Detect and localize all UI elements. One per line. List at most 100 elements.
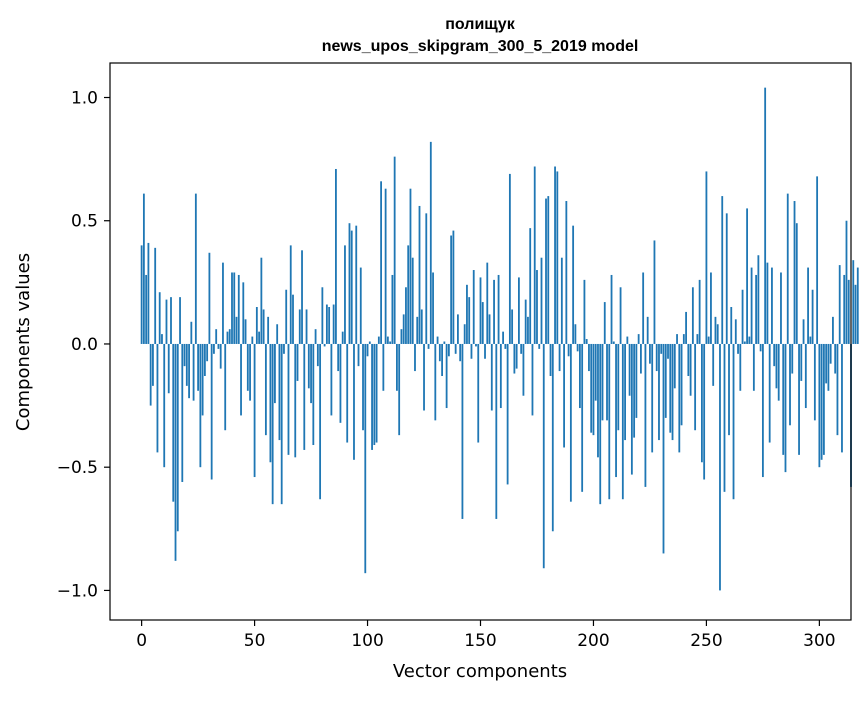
bar-component-73 [305,309,308,344]
bar-component-240 [682,334,685,344]
bar-component-175 [536,270,538,344]
bar-component-84 [330,343,333,416]
bar-component-177 [540,257,543,344]
bar-component-102 [371,343,373,450]
bar-component-228 [655,343,658,372]
bar-component-279 [771,267,773,344]
bar-component-120 [411,257,414,344]
bar-component-27 [201,343,204,416]
bar-component-56 [267,316,270,344]
bar-component-236 [673,343,676,389]
bar-component-300 [818,343,821,468]
bar-component-71 [301,250,303,344]
bar-component-130 [434,343,437,421]
bar-component-304 [827,343,830,391]
bar-component-182 [551,343,554,532]
bar-component-249 [703,343,706,480]
bar-component-159 [499,343,502,409]
bar-component-239 [680,343,683,426]
bar-component-123 [418,205,421,344]
y-axis: −1.0 −0.5 0.0 0.5 1.0 [57,89,110,601]
bar-component-262 [732,343,735,500]
bar-component-57 [269,343,272,463]
bar-component-107 [382,343,385,391]
bar-component-299 [816,176,819,344]
bar-component-209 [612,341,615,344]
bar-component-200 [592,343,595,436]
bar-component-301 [820,343,823,460]
bar-component-144 [466,284,468,344]
bar-component-183 [554,166,556,344]
bar-component-99 [364,343,367,574]
bar-component-151 [481,302,484,344]
bar-component-211 [617,343,620,431]
bar-component-21 [188,343,190,399]
bar-component-2 [145,274,148,344]
bar-component-224 [646,316,649,344]
bar-component-308 [836,343,839,436]
bar-component-206 [606,343,608,421]
bar-component-156 [493,279,495,344]
bar-component-152 [484,343,486,359]
bar-component-82 [325,304,328,344]
bar-component-261 [730,307,733,344]
bar-component-69 [296,343,299,381]
bar-component-226 [651,343,654,453]
bar-component-8 [158,292,161,344]
x-tick-label: 100 [351,631,383,651]
bar-component-79 [319,343,322,500]
bar-component-231 [662,343,665,554]
bar-component-129 [432,272,434,344]
bar-component-18 [181,343,184,482]
bar-component-172 [529,228,532,344]
bar-component-42 [235,316,238,344]
bar-component-283 [780,272,782,344]
bar-component-100 [366,343,369,357]
bar-component-160 [502,331,504,344]
bar-component-32 [213,343,215,354]
bar-component-142 [461,343,464,519]
bar-component-114 [398,343,401,436]
bar-component-235 [671,343,674,441]
bar-component-140 [457,314,459,344]
bar-component-111 [391,274,394,344]
bar-component-215 [626,336,629,344]
bar-component-63 [283,343,285,354]
bar-component-227 [653,240,656,344]
bar-component-315 [852,260,855,344]
bar-component-75 [310,343,312,404]
bar-component-150 [479,277,482,344]
bar-component-37 [224,343,227,431]
bar-component-194 [579,343,581,409]
bar-component-181 [549,343,552,376]
x-tick-label: 300 [803,631,835,651]
bar-component-137 [450,235,453,344]
bar-component-132 [438,343,441,362]
bar-component-146 [470,343,473,359]
x-tick-label: 50 [244,631,266,651]
bar-series [140,87,859,591]
bar-component-139 [454,343,457,354]
bar-component-35 [219,343,222,369]
bar-component-180 [547,196,550,344]
bar-component-265 [739,343,742,391]
bar-component-219 [635,343,638,418]
bar-component-5 [152,343,154,386]
bar-component-53 [260,257,263,344]
bar-component-70 [298,309,301,344]
bar-component-169 [522,343,525,396]
bar-component-97 [359,267,362,344]
bar-component-247 [698,279,701,344]
x-axis: 0 50 100 150 200 250 300 [136,620,836,651]
bar-component-170 [524,299,527,344]
bar-component-282 [777,343,780,401]
bar-component-19 [183,343,186,367]
bar-component-74 [307,343,310,389]
bar-component-59 [274,343,276,404]
bar-component-295 [807,267,809,344]
bar-component-288 [791,343,794,374]
bar-component-195 [581,343,584,492]
bar-component-46 [244,319,247,344]
bar-component-193 [576,343,579,352]
bar-component-188 [565,201,568,344]
